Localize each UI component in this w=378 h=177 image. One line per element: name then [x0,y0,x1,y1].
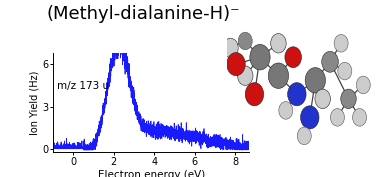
Circle shape [334,35,348,52]
Circle shape [250,44,270,70]
Circle shape [356,76,370,94]
Y-axis label: Ion Yield (Hz): Ion Yield (Hz) [29,70,39,135]
Circle shape [285,47,302,68]
Circle shape [322,51,338,72]
Circle shape [330,109,344,126]
Circle shape [315,89,330,109]
Circle shape [279,102,293,119]
Circle shape [341,89,356,109]
Circle shape [237,66,253,85]
Circle shape [223,38,238,58]
Text: m/z 173 u: m/z 173 u [57,81,109,91]
Circle shape [288,83,306,106]
Text: (Methyl-dialanine-H)⁻: (Methyl-dialanine-H)⁻ [47,5,240,23]
Circle shape [297,127,311,145]
Circle shape [238,32,252,50]
Circle shape [305,68,325,93]
Circle shape [353,109,367,126]
Circle shape [245,83,264,106]
Circle shape [227,53,245,76]
Circle shape [271,34,286,53]
Circle shape [338,62,352,80]
Circle shape [268,63,288,88]
X-axis label: Electron energy (eV): Electron energy (eV) [98,170,205,177]
Circle shape [301,106,319,129]
